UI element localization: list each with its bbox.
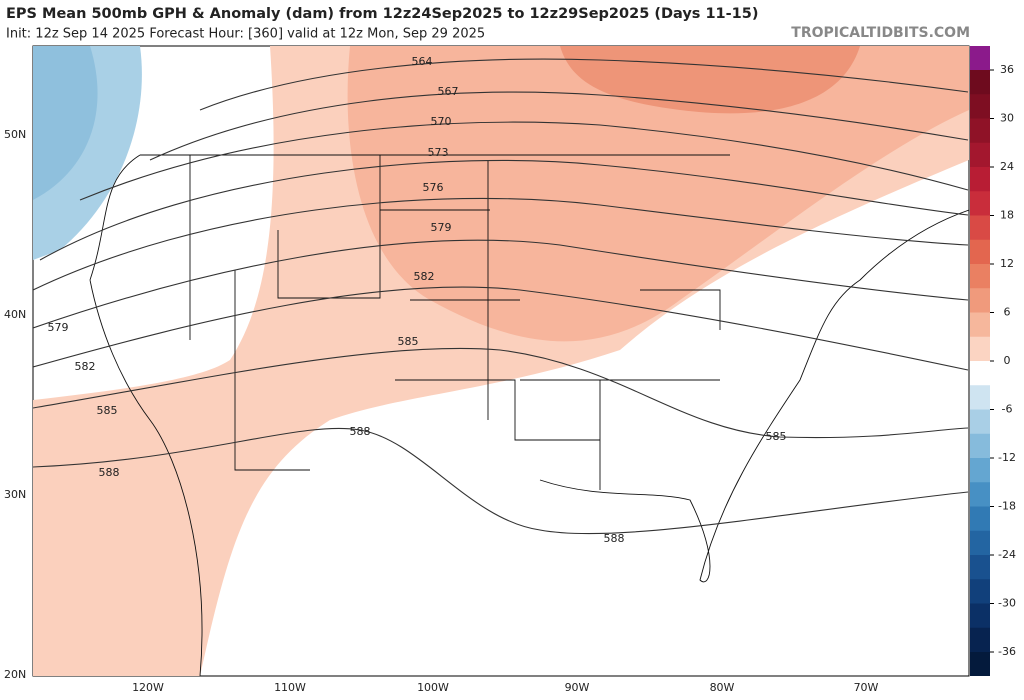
contour-label: 585 — [398, 335, 419, 348]
colorbar-band — [970, 458, 990, 483]
colorbar-band — [970, 288, 990, 313]
colorbar-label: 30 — [1000, 112, 1014, 125]
colorbar-bottom — [970, 652, 990, 676]
colorbar-label: -12 — [998, 451, 1016, 464]
contour-label: 567 — [438, 85, 459, 98]
colorbar-label: 6 — [1004, 306, 1011, 319]
colorbar-band — [970, 385, 990, 410]
colorbar-label: -30 — [998, 597, 1016, 610]
colorbar-label: 0 — [1004, 354, 1011, 367]
colorbar-band — [970, 603, 990, 629]
lon-label: 110W — [274, 681, 306, 694]
colorbar-band — [970, 264, 990, 289]
colorbar-band — [970, 312, 990, 338]
contour — [149, 91, 969, 161]
map — [32, 45, 970, 677]
colorbar-band — [970, 336, 990, 362]
colorbar-top — [970, 46, 990, 70]
colorbar-band — [970, 506, 990, 532]
lon-label: 80W — [710, 681, 735, 694]
site: TROPICALTIDBITS.COM — [791, 25, 970, 41]
lat-label: 20N — [4, 668, 26, 681]
contour-label: 588 — [604, 532, 625, 545]
lat-label: 40N — [4, 308, 26, 321]
colorbar-band — [970, 70, 990, 95]
lon-label: 100W — [417, 681, 449, 694]
colorbar-band — [970, 433, 990, 459]
colorbar-band — [970, 555, 990, 580]
colorbar-band — [970, 118, 990, 144]
lon-label: 90W — [565, 681, 590, 694]
lat-label: 50N — [4, 128, 26, 141]
contour-label: 588 — [99, 466, 120, 479]
contour-label: 573 — [428, 146, 449, 159]
colorbar-label: 18 — [1000, 209, 1014, 222]
contour — [33, 286, 969, 371]
contour — [33, 347, 969, 439]
colorbar-band — [970, 94, 990, 119]
contour-label: 579 — [48, 321, 69, 334]
negative-anomaly — [33, 46, 98, 200]
contour-label: 576 — [423, 181, 444, 194]
lon-label: 70W — [854, 681, 879, 694]
colorbar-band — [970, 239, 990, 265]
contour — [79, 121, 969, 201]
colorbar-band — [970, 215, 990, 241]
positive-anomaly — [560, 46, 860, 114]
contour — [33, 197, 969, 291]
colorbar-band — [970, 627, 990, 653]
colorbar-label: -6 — [1002, 403, 1013, 416]
colorbar-band — [970, 530, 990, 556]
contour-label: 582 — [75, 360, 96, 373]
colorbar-band — [970, 191, 990, 216]
contour-label: 579 — [431, 221, 452, 234]
colorbar-band — [970, 482, 990, 507]
colorbar-band — [970, 361, 990, 386]
contour-label: 582 — [414, 270, 435, 283]
lon-label: 120W — [132, 681, 164, 694]
contour — [33, 239, 969, 329]
colorbar-band — [970, 409, 990, 435]
colorbar-label: -18 — [998, 500, 1016, 513]
colorbar-band — [970, 142, 990, 168]
title: EPS Mean 500mb GPH & Anomaly (dam) from … — [6, 6, 758, 22]
contour — [33, 427, 969, 535]
contour-label: 564 — [412, 55, 433, 68]
contour-label: 570 — [431, 115, 452, 128]
contour — [39, 159, 969, 261]
colorbar-band — [970, 167, 990, 192]
colorbar-label: 12 — [1000, 257, 1014, 270]
contour-label: 588 — [350, 425, 371, 438]
positive-anomaly — [347, 46, 969, 342]
colorbar-label: -24 — [998, 548, 1016, 561]
colorbar-label: 24 — [1000, 160, 1014, 173]
contour-label: 585 — [766, 430, 787, 443]
contour-label: 585 — [97, 404, 118, 417]
subtitle: Init: 12z Sep 14 2025 Forecast Hour: [36… — [6, 27, 485, 42]
colorbar-label: -36 — [998, 645, 1016, 658]
colorbar-band — [970, 579, 990, 604]
colorbar-label: 36 — [1000, 63, 1014, 76]
lat-label: 30N — [4, 488, 26, 501]
contour — [199, 58, 969, 111]
